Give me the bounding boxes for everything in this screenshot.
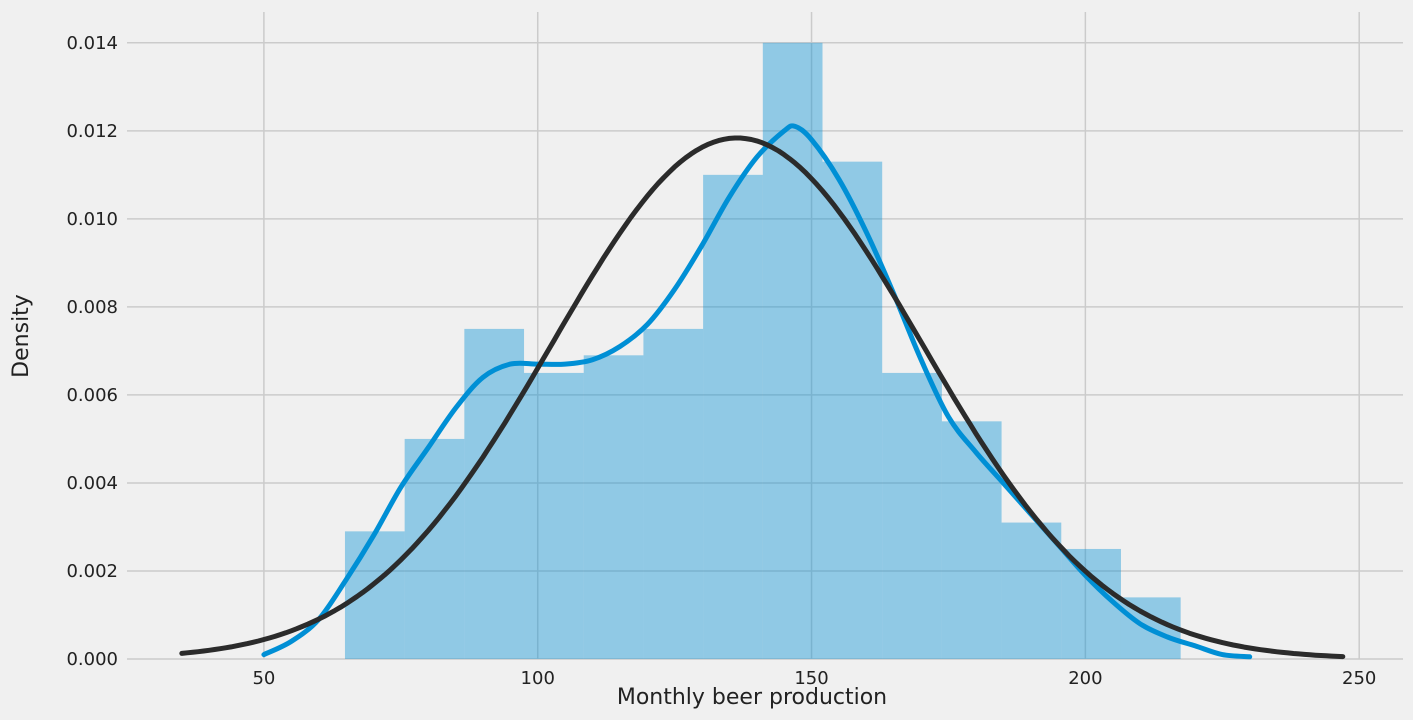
y-tick-label: 0.000	[66, 649, 118, 670]
y-tick-label: 0.008	[66, 297, 118, 318]
curves	[179, 123, 1346, 660]
histogram-bar	[583, 355, 644, 659]
y-tick-label: 0.010	[66, 209, 118, 230]
y-tick-label: 0.014	[66, 33, 118, 54]
histogram-bar	[643, 328, 704, 659]
x-tick-labels: 50 100 150 200 250	[252, 668, 1376, 689]
histogram-bar	[882, 372, 942, 659]
kde-curve	[261, 123, 1253, 660]
y-axis-label: Density	[9, 294, 34, 378]
y-tick-label: 0.012	[66, 121, 118, 142]
grid-lines	[127, 12, 1403, 660]
histogram-bar	[762, 42, 823, 660]
y-tick-label: 0.004	[66, 473, 118, 494]
x-tick-label: 250	[1342, 668, 1376, 689]
x-tick-label: 150	[794, 668, 828, 689]
x-tick-label: 50	[252, 668, 275, 689]
histogram-bar	[703, 174, 763, 659]
x-axis-label: Monthly beer production	[617, 685, 887, 710]
x-tick-label: 200	[1068, 668, 1102, 689]
y-tick-label: 0.002	[66, 561, 118, 582]
histogram-bar	[1061, 548, 1121, 659]
x-tick-label: 100	[521, 668, 555, 689]
y-tick-label: 0.006	[66, 385, 118, 406]
histogram-bars	[344, 42, 1181, 660]
histogram-bar	[344, 531, 405, 659]
histogram-bar	[1001, 522, 1062, 659]
histogram-bar	[524, 372, 584, 659]
histogram-bar	[464, 328, 525, 659]
y-tick-labels: 0.000 0.002 0.004 0.006 0.008 0.010 0.012 0.014	[66, 33, 118, 670]
histogram-bar	[822, 161, 883, 660]
normal-fit-curve	[179, 135, 1346, 660]
